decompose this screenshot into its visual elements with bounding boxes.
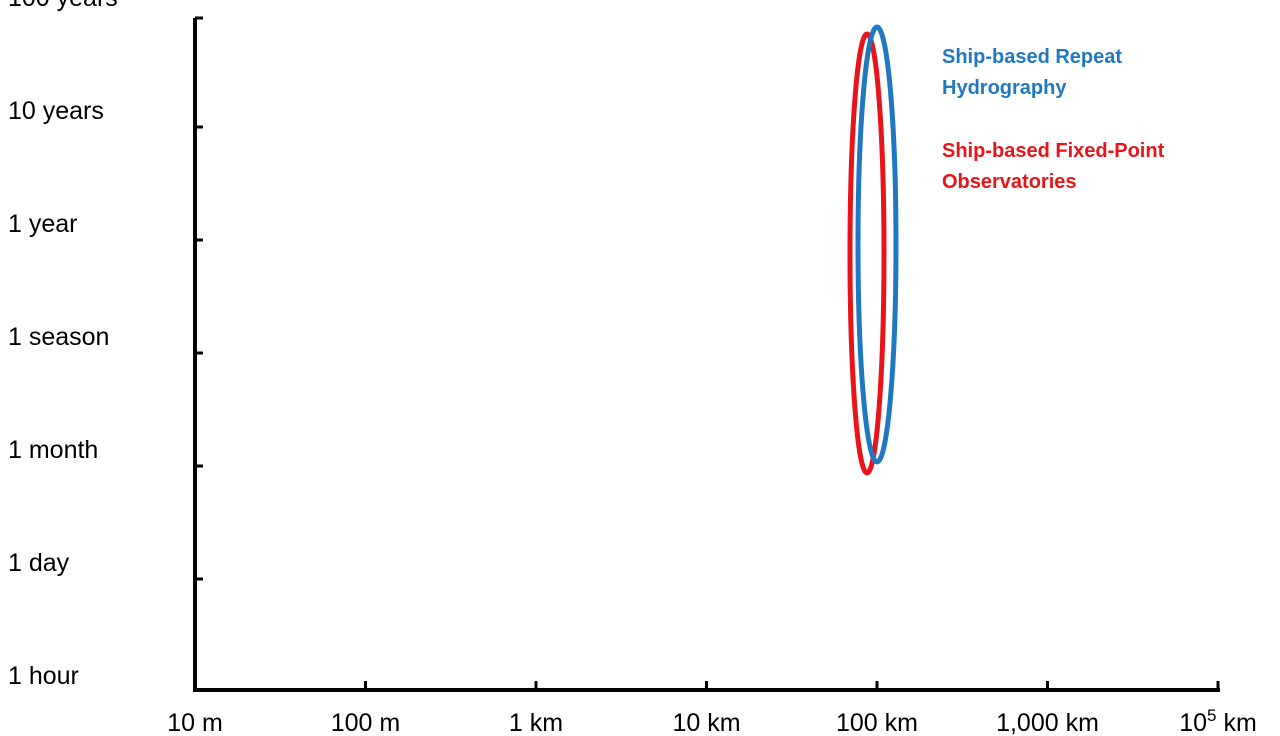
x-tick-label: 100 m: [331, 709, 400, 736]
legend: Ship-based Repeat Hydrography Ship-based F…: [942, 46, 1165, 193]
y-tick-label: 1 month: [8, 436, 98, 464]
fixed-point-observatories-ellipse: [847, 31, 887, 476]
legend-fixed-point-observatories: Observatories: [942, 171, 1077, 193]
x-tick-label: 1 km: [509, 709, 563, 736]
y-tick-label: 100 years: [8, 0, 118, 12]
y-tick-label: 1 year: [8, 210, 77, 238]
x-tick-label: 10 m: [167, 709, 223, 736]
y-tick-label: 1 day: [8, 549, 70, 577]
x-tick-label: 1,000 km: [996, 709, 1099, 736]
chart-marks: [847, 24, 899, 476]
legend-repeat-hydrography: Hydrography: [942, 77, 1067, 99]
repeat-hydrography-ellipse: [855, 24, 899, 465]
y-tick-label: 1 season: [8, 323, 109, 351]
x-tick-label: 105 km: [1179, 706, 1257, 736]
legend-repeat-hydrography: Ship-based Repeat: [942, 46, 1122, 68]
x-tick-label: 10 km: [672, 709, 740, 736]
y-tick-label: 10 years: [8, 97, 104, 125]
x-tick-label: 100 km: [836, 709, 918, 736]
y-tick-label: 1 hour: [8, 662, 79, 690]
legend-fixed-point-observatories: Ship-based Fixed-Point: [942, 140, 1165, 162]
axes: 1 hour 1 day 1 month 1 season 1 year 10 years…: [8, 0, 1257, 736]
